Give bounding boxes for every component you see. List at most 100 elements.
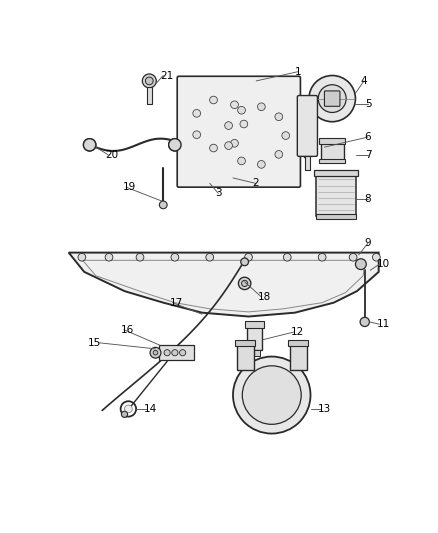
Circle shape bbox=[269, 83, 274, 88]
Circle shape bbox=[227, 106, 286, 165]
Text: 19: 19 bbox=[123, 182, 136, 192]
Circle shape bbox=[245, 253, 252, 261]
Circle shape bbox=[121, 411, 127, 417]
Circle shape bbox=[83, 139, 96, 151]
Text: 5: 5 bbox=[365, 99, 371, 109]
Circle shape bbox=[83, 139, 96, 151]
Circle shape bbox=[360, 317, 369, 327]
Circle shape bbox=[225, 122, 233, 130]
Circle shape bbox=[194, 99, 244, 149]
FancyBboxPatch shape bbox=[297, 95, 318, 156]
Circle shape bbox=[193, 131, 201, 139]
Circle shape bbox=[242, 366, 301, 424]
Bar bbox=[245, 321, 264, 328]
Circle shape bbox=[164, 350, 170, 356]
Bar bbox=[247, 326, 262, 350]
Text: 15: 15 bbox=[88, 338, 101, 348]
Text: 18: 18 bbox=[258, 292, 271, 302]
Circle shape bbox=[238, 83, 243, 88]
Text: 11: 11 bbox=[376, 319, 390, 329]
Text: 1: 1 bbox=[295, 67, 302, 77]
Circle shape bbox=[204, 109, 235, 140]
Bar bbox=[316, 214, 356, 219]
Circle shape bbox=[180, 350, 186, 356]
Polygon shape bbox=[69, 253, 379, 317]
Circle shape bbox=[283, 253, 291, 261]
Circle shape bbox=[372, 253, 380, 261]
Bar bbox=[316, 173, 356, 216]
Text: 10: 10 bbox=[376, 259, 389, 269]
Circle shape bbox=[235, 80, 246, 91]
Circle shape bbox=[145, 77, 153, 85]
Circle shape bbox=[287, 83, 292, 88]
Text: 16: 16 bbox=[120, 325, 134, 335]
FancyBboxPatch shape bbox=[325, 91, 340, 106]
Circle shape bbox=[282, 132, 290, 140]
Circle shape bbox=[193, 109, 201, 117]
Circle shape bbox=[183, 80, 194, 91]
Circle shape bbox=[309, 76, 356, 122]
Circle shape bbox=[225, 142, 233, 149]
Circle shape bbox=[277, 174, 282, 179]
Polygon shape bbox=[159, 345, 194, 360]
Circle shape bbox=[273, 170, 286, 182]
Circle shape bbox=[266, 80, 277, 91]
Circle shape bbox=[169, 139, 181, 151]
Text: 17: 17 bbox=[170, 297, 183, 308]
Bar bbox=[321, 141, 344, 160]
FancyBboxPatch shape bbox=[177, 76, 300, 187]
Circle shape bbox=[258, 160, 265, 168]
Circle shape bbox=[233, 357, 311, 433]
Text: 6: 6 bbox=[365, 132, 371, 142]
Circle shape bbox=[214, 119, 224, 130]
Circle shape bbox=[318, 85, 346, 112]
Circle shape bbox=[275, 113, 283, 120]
Circle shape bbox=[204, 80, 215, 91]
Bar bbox=[288, 340, 308, 346]
Circle shape bbox=[238, 107, 245, 114]
Bar bbox=[237, 343, 254, 370]
Circle shape bbox=[241, 280, 248, 287]
Circle shape bbox=[303, 100, 312, 109]
Text: 21: 21 bbox=[160, 70, 173, 80]
Bar bbox=[305, 155, 311, 170]
Text: 7: 7 bbox=[365, 150, 371, 160]
Text: 8: 8 bbox=[365, 193, 371, 204]
Circle shape bbox=[258, 103, 265, 111]
Bar bbox=[319, 138, 346, 144]
Circle shape bbox=[231, 170, 243, 182]
Circle shape bbox=[188, 170, 201, 182]
Circle shape bbox=[303, 116, 312, 125]
Bar bbox=[290, 343, 307, 370]
Circle shape bbox=[231, 140, 238, 147]
Circle shape bbox=[356, 259, 366, 270]
Circle shape bbox=[124, 405, 132, 413]
Circle shape bbox=[240, 120, 248, 128]
Circle shape bbox=[136, 253, 144, 261]
Circle shape bbox=[318, 253, 326, 261]
Circle shape bbox=[304, 151, 311, 159]
Bar bbox=[319, 159, 346, 163]
Circle shape bbox=[303, 142, 312, 152]
Circle shape bbox=[159, 201, 167, 209]
Text: 14: 14 bbox=[144, 404, 157, 414]
Text: 3: 3 bbox=[215, 188, 222, 198]
Circle shape bbox=[210, 96, 217, 104]
Circle shape bbox=[231, 101, 238, 109]
Text: 20: 20 bbox=[105, 150, 118, 160]
Circle shape bbox=[169, 139, 181, 151]
Circle shape bbox=[172, 350, 178, 356]
Circle shape bbox=[235, 174, 239, 179]
Circle shape bbox=[249, 128, 263, 142]
Circle shape bbox=[241, 258, 248, 265]
Circle shape bbox=[349, 253, 357, 261]
Circle shape bbox=[153, 350, 158, 355]
Circle shape bbox=[237, 116, 276, 155]
Bar bbox=[235, 340, 255, 346]
Circle shape bbox=[206, 253, 214, 261]
Circle shape bbox=[238, 277, 251, 289]
Circle shape bbox=[210, 144, 217, 152]
Text: 4: 4 bbox=[361, 76, 367, 86]
Text: 9: 9 bbox=[365, 238, 371, 248]
Bar bbox=[314, 170, 358, 176]
